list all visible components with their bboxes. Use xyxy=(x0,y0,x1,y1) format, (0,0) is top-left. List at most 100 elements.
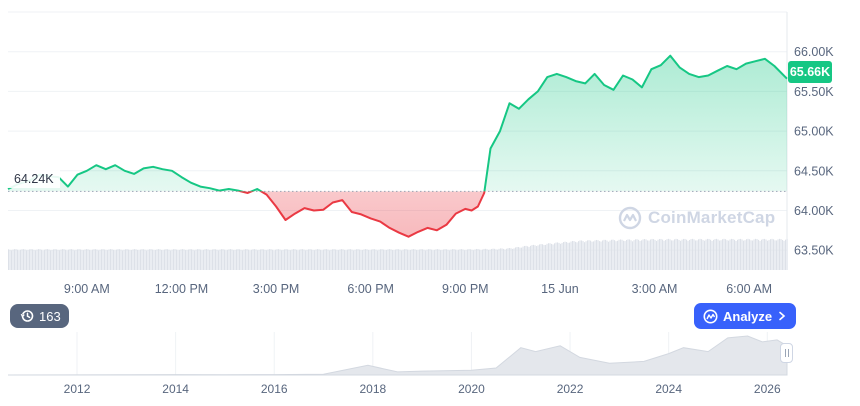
volume-bar xyxy=(647,240,649,270)
volume-bar xyxy=(732,239,734,270)
volume-bar xyxy=(21,249,23,270)
volume-bar xyxy=(401,250,403,270)
volume-bar xyxy=(111,249,113,270)
volume-bar xyxy=(77,249,79,270)
volume-bar xyxy=(297,250,299,270)
volume-bar xyxy=(54,249,56,270)
volume-bar xyxy=(572,240,574,270)
volume-bar xyxy=(494,248,496,270)
volume-bar xyxy=(344,249,346,270)
volume-bar xyxy=(785,239,787,270)
volume-bar xyxy=(435,249,437,270)
volume-bar xyxy=(771,238,773,270)
volume-bar xyxy=(14,249,16,270)
volume-bar xyxy=(687,240,689,270)
volume-bar xyxy=(39,249,41,270)
volume-bar xyxy=(251,249,253,270)
navigator-year-label: 2014 xyxy=(162,382,189,396)
volume-bar xyxy=(276,249,278,270)
navigator[interactable]: 2012 2014 2016 2018 2020 2022 2024 2026 xyxy=(7,332,788,396)
volume-bar xyxy=(353,250,355,270)
volume-bar xyxy=(374,249,376,270)
volume-bar xyxy=(567,242,569,270)
volume-bar xyxy=(146,250,148,270)
volume-bar xyxy=(740,238,742,270)
volume-bar xyxy=(525,245,527,270)
volume-bar xyxy=(290,250,292,270)
volume-bar xyxy=(551,243,553,270)
volume-bar xyxy=(603,239,605,270)
volume-bar xyxy=(783,240,785,270)
volume-bar xyxy=(437,249,439,270)
volume-bar xyxy=(282,249,284,270)
volume-bar xyxy=(213,249,215,270)
volume-bar xyxy=(696,240,698,270)
volume-bar xyxy=(11,250,13,270)
volume-bar xyxy=(167,249,169,270)
volume-bar xyxy=(311,249,313,270)
volume-bar xyxy=(32,249,34,270)
volume-bar xyxy=(426,249,428,270)
volume-bar xyxy=(747,238,749,270)
analyze-button[interactable]: Analyze xyxy=(694,303,797,329)
history-badge[interactable]: 163 xyxy=(10,304,69,328)
volume-bar xyxy=(425,250,427,270)
volume-bar xyxy=(681,239,683,270)
volume-bar xyxy=(566,241,568,270)
volume-bar xyxy=(84,249,86,270)
volume-bar xyxy=(86,249,88,270)
volume-bar xyxy=(552,244,554,270)
volume-bar xyxy=(206,249,208,270)
volume-bar xyxy=(776,240,778,270)
volume-bar xyxy=(392,250,394,270)
volume-bar xyxy=(62,249,64,270)
volume-bar xyxy=(474,249,476,270)
volume-bar xyxy=(720,240,722,270)
volume-bar xyxy=(447,249,449,270)
volume-bar xyxy=(110,249,112,270)
volume-bar xyxy=(258,250,260,270)
volume-bar xyxy=(680,240,682,270)
volume-bar xyxy=(633,240,635,270)
volume-bar xyxy=(704,240,706,270)
volume-bar xyxy=(50,250,52,270)
volume-bar xyxy=(339,249,341,270)
volume-bar xyxy=(671,240,673,270)
y-axis: 66.00K 65.50K 65.00K 64.50K 64.00K 63.50K xyxy=(794,45,834,257)
volume-bar xyxy=(716,238,718,270)
volume-bar xyxy=(141,249,143,270)
volume-bar xyxy=(644,239,646,270)
volume-bar xyxy=(365,249,367,270)
navigator-year-label: 2016 xyxy=(261,382,288,396)
volume-bar xyxy=(354,249,356,270)
volume-bar xyxy=(179,249,181,270)
volume-bar xyxy=(177,250,179,270)
volume-bar xyxy=(516,246,518,270)
navigator-scroll-handle[interactable] xyxy=(780,343,793,363)
volume-bar xyxy=(422,249,424,270)
volume-bar xyxy=(65,249,67,270)
volume-bar xyxy=(149,249,151,270)
volume-bar xyxy=(17,249,19,270)
volume-bar xyxy=(461,249,463,270)
volume-bar xyxy=(548,243,550,270)
volume-bar xyxy=(491,248,493,270)
volume-bar xyxy=(89,249,91,270)
volume-bar xyxy=(315,249,317,270)
volume-bar xyxy=(33,249,35,270)
volume-bar xyxy=(261,249,263,270)
volume-bar xyxy=(402,249,404,270)
volume-bar xyxy=(656,240,658,270)
volume-bar xyxy=(327,249,329,270)
volume-bar xyxy=(260,249,262,270)
volume-bar xyxy=(599,241,601,270)
volume-bar xyxy=(408,250,410,270)
x-tick-label: 6:00 PM xyxy=(347,282,394,296)
volume-bar xyxy=(638,239,640,270)
volume-bar xyxy=(389,249,391,270)
volume-bar xyxy=(549,243,551,270)
history-count: 163 xyxy=(39,308,61,324)
volume-bar xyxy=(120,249,122,270)
volume-bar xyxy=(753,239,755,270)
